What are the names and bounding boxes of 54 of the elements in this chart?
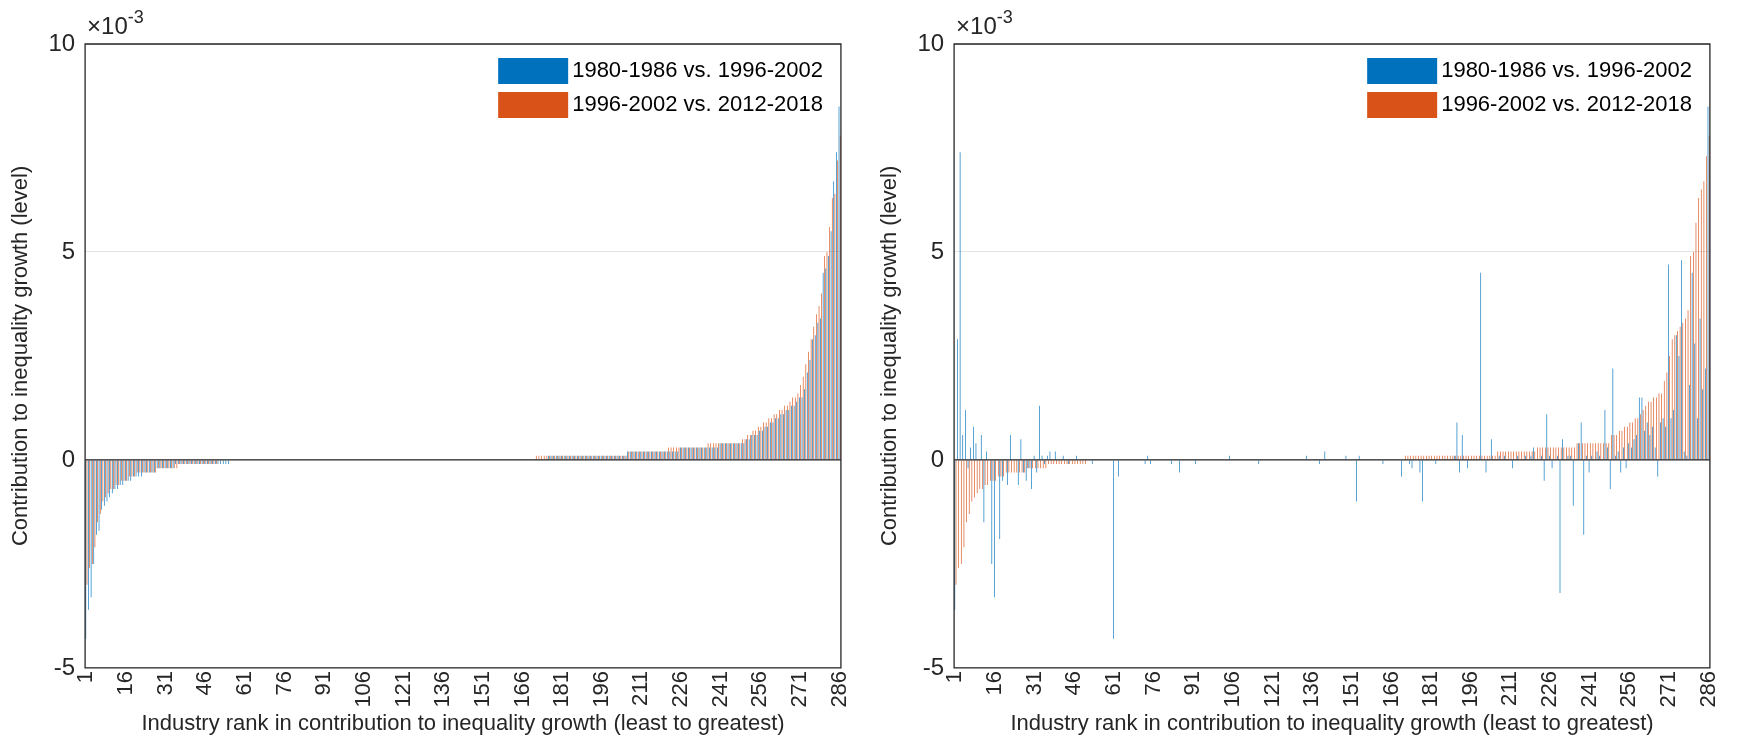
legend-label: 1996-2002 vs. 2012-2018 — [572, 91, 823, 117]
x-tick-label: 91 — [1179, 670, 1205, 696]
y-tick-label: 0 — [61, 444, 76, 472]
y-tick-label: 5 — [930, 236, 945, 264]
x-tick-label: 211 — [627, 670, 653, 706]
x-tick-label: 106 — [349, 670, 375, 708]
y-tick-label: 10 — [48, 28, 76, 56]
legend-label: 1996-2002 vs. 2012-2018 — [1441, 91, 1692, 117]
x-tick-label: 241 — [706, 670, 732, 708]
y-axis-title: Contribution to inequality growth (level) — [7, 165, 33, 547]
x-tick-label: 46 — [191, 670, 217, 696]
x-tick-label: 211 — [1496, 670, 1522, 706]
x-tick-label: 166 — [1377, 670, 1403, 708]
x-tick-label: 121 — [1258, 670, 1284, 708]
x-tick-label: 286 — [825, 670, 851, 708]
x-tick-label: 136 — [1298, 670, 1324, 708]
x-tick-label: 76 — [270, 670, 296, 696]
x-tick-label: 151 — [1337, 670, 1363, 708]
x-tick-label: 31 — [1020, 670, 1046, 696]
x-tick-label: 46 — [1060, 670, 1086, 696]
x-tick-label: 151 — [468, 670, 494, 708]
x-tick-label: 136 — [429, 670, 455, 708]
y-tick-label: 0 — [930, 444, 945, 472]
x-tick-label: 31 — [151, 670, 177, 696]
x-tick-label: 196 — [1456, 670, 1482, 708]
x-tick-label: 166 — [508, 670, 534, 708]
x-tick-label: 181 — [1417, 670, 1443, 708]
legend-label: 1980-1986 vs. 1996-2002 — [1441, 57, 1692, 83]
x-tick-label: 61 — [231, 670, 257, 696]
y-tick-label: 10 — [917, 28, 945, 56]
x-tick-label: 16 — [112, 670, 138, 696]
x-tick-label: 271 — [786, 670, 812, 708]
x-tick-label: 196 — [587, 670, 613, 708]
x-tick-label: 16 — [981, 670, 1007, 696]
x-tick-label: 226 — [667, 670, 693, 708]
x-tick-label: 61 — [1100, 670, 1126, 696]
x-tick-label: 106 — [1218, 670, 1244, 708]
x-tick-label: 241 — [1575, 670, 1601, 708]
x-tick-label: 271 — [1655, 670, 1681, 708]
x-tick-label: 256 — [1615, 670, 1641, 708]
y-tick-label: -5 — [922, 652, 945, 680]
x-tick-label: 121 — [389, 670, 415, 708]
x-tick-label: 91 — [310, 670, 336, 696]
y-tick-label: -5 — [53, 652, 76, 680]
x-axis-title: Industry rank in contribution to inequality growth (least to greatest) — [1010, 709, 1654, 735]
y-tick-label: 5 — [61, 236, 76, 264]
x-tick-label: 76 — [1139, 670, 1165, 696]
x-tick-label: 286 — [1694, 670, 1720, 708]
legend-label: 1980-1986 vs. 1996-2002 — [572, 57, 823, 83]
x-axis-title: Industry rank in contribution to inequality growth (least to greatest) — [141, 709, 785, 735]
x-tick-label: 256 — [746, 670, 772, 708]
y-axis-title: Contribution to inequality growth (level) — [876, 165, 902, 547]
x-tick-label: 226 — [1536, 670, 1562, 708]
x-tick-label: 181 — [548, 670, 574, 708]
